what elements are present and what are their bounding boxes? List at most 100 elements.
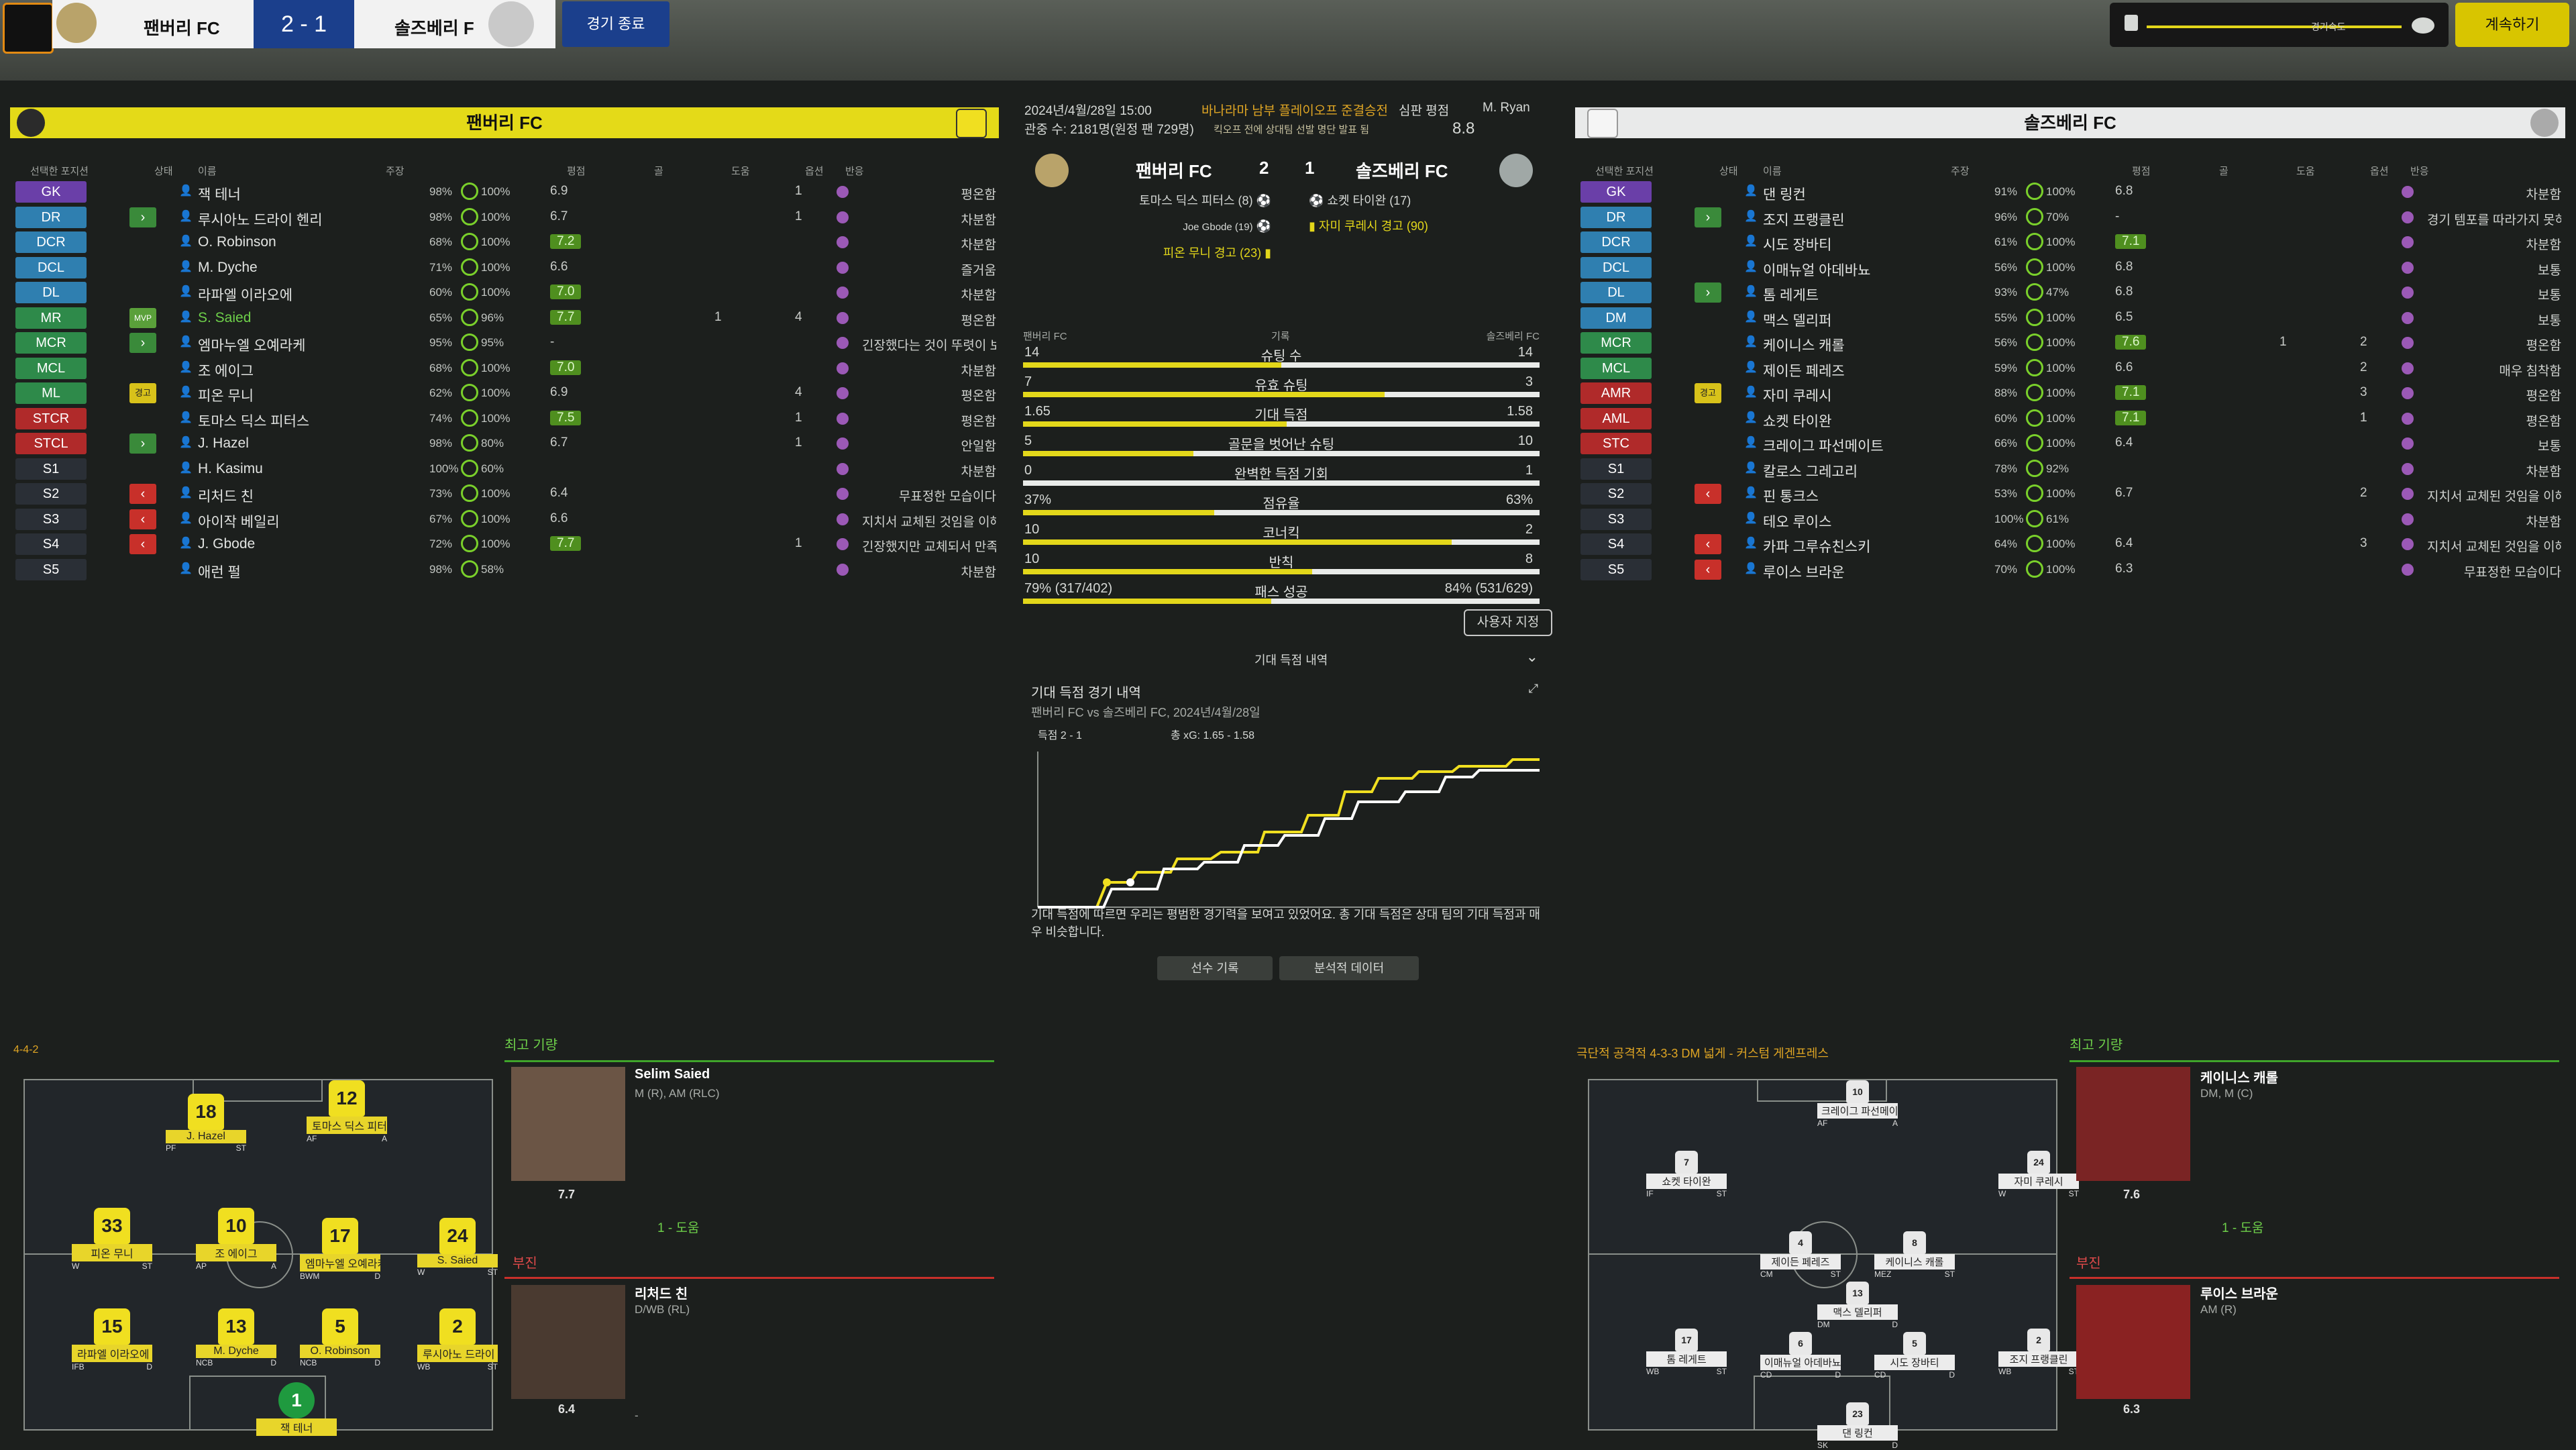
player-row[interactable]: ML 경고 👤 피온 무니 62% 100% 6.9 4 평온함 <box>10 381 999 406</box>
speed-track[interactable] <box>2147 25 2402 28</box>
player-morale[interactable]: 평온함 <box>2526 414 2561 429</box>
away-worst-label[interactable]: 부진 <box>2076 1256 2101 1271</box>
position-badge[interactable]: DR <box>1580 206 1652 228</box>
column-header[interactable]: 상태 <box>154 166 173 177</box>
position-badge[interactable]: S5 <box>1580 558 1652 580</box>
lineup-player[interactable]: 17 엠마누엘 오예라케 BWM D <box>300 1218 380 1281</box>
lineup-player[interactable]: 17 톰 레게트 WB ST <box>1646 1329 1727 1376</box>
best-player-name[interactable]: 케이니스 캐롤 <box>2200 1071 2278 1086</box>
player-morale[interactable]: 평온함 <box>2526 339 2561 353</box>
player-morale[interactable]: 매우 침착함 <box>2499 364 2561 378</box>
player-morale[interactable]: 차분함 <box>961 565 996 580</box>
away-team-tab[interactable]: 솔즈베리 F <box>354 0 555 48</box>
analysis-button[interactable]: 분석적 데이터 <box>1279 956 1419 980</box>
player-row[interactable]: GK 👤 댄 링컨 91% 100% 6.8 차분함 <box>1575 180 2564 205</box>
position-badge[interactable]: S5 <box>15 558 87 580</box>
position-badge[interactable]: AML <box>1580 407 1652 429</box>
home-team-tab[interactable]: 팬버리 FC <box>52 0 254 48</box>
position-badge[interactable]: S3 <box>15 508 87 530</box>
column-header[interactable]: 주장 <box>1951 166 1970 177</box>
player-name[interactable]: 조 에이그 <box>198 363 254 379</box>
player-name[interactable]: 맥스 델리퍼 <box>1763 313 1832 329</box>
player-name[interactable]: 댄 링컨 <box>1763 187 1806 203</box>
lineup-player[interactable]: 5 시도 장바티 CD D <box>1874 1332 1955 1380</box>
position-badge[interactable]: MCR <box>1580 332 1652 354</box>
position-badge[interactable]: MCL <box>15 357 87 379</box>
player-morale[interactable]: 즐거움 <box>961 263 996 278</box>
pause-icon[interactable] <box>2125 15 2138 31</box>
position-badge[interactable]: MCL <box>1580 357 1652 379</box>
column-header[interactable]: 평점 <box>567 166 586 177</box>
player-name[interactable]: 애런 펄 <box>198 564 241 580</box>
player-name[interactable]: 토마스 딕스 피터스 <box>198 413 310 429</box>
player-name[interactable]: J. Hazel <box>198 435 249 451</box>
home-formation[interactable]: 4-4-2 <box>13 1044 39 1055</box>
position-badge[interactable]: MCR <box>15 332 87 354</box>
position-badge[interactable]: GK <box>1580 181 1652 203</box>
player-morale[interactable]: 긴장했지만 교체되서 만족한다 <box>862 540 996 554</box>
player-name[interactable]: J. Gbode <box>198 536 256 552</box>
position-badge[interactable]: DCR <box>1580 231 1652 253</box>
lineup-player[interactable]: 13 맥스 델리퍼 DM D <box>1817 1282 1898 1329</box>
player-row[interactable]: DR › 👤 조지 프랭클린 96% 70% - 경기 템포를 따라가지 못하고 있다 <box>1575 205 2564 230</box>
lineup-player[interactable]: 6 이매뉴얼 아데바뇨 CD D <box>1760 1332 1841 1380</box>
lineup-player[interactable]: 5 O. Robinson NCB D <box>300 1308 380 1367</box>
player-morale[interactable]: 무표정한 모습이다 <box>2463 565 2561 580</box>
continue-button[interactable]: 계속하기 <box>2455 3 2569 47</box>
player-morale[interactable]: 경기 템포를 따라가지 못하고 있다 <box>2427 213 2561 227</box>
home-worst-label[interactable]: 부진 <box>513 1256 537 1271</box>
player-morale[interactable]: 보통 <box>2538 289 2561 303</box>
player-morale[interactable]: 평온함 <box>961 389 996 403</box>
worst-player-name[interactable]: 리처드 친 <box>635 1287 688 1302</box>
lineup-player[interactable]: 4 제이든 페레즈 CM ST <box>1760 1231 1841 1279</box>
player-row[interactable]: STCL › 👤 J. Hazel 98% 80% 6.7 1 안일함 <box>10 431 999 456</box>
player-name[interactable]: 루이스 브라운 <box>1763 564 1845 580</box>
player-row[interactable]: S4 ‹ 👤 카파 그루슈친스키 64% 100% 6.4 3 지치서 교체된 것임을 이해한다 <box>1575 532 2564 557</box>
customize-button[interactable]: 사용자 지정 <box>1464 609 1552 636</box>
player-name[interactable]: 자미 쿠레시 <box>1763 389 1832 404</box>
position-badge[interactable]: STC <box>1580 433 1652 454</box>
lineup-player[interactable]: 13 M. Dyche NCB D <box>196 1308 276 1367</box>
lineup-player[interactable]: 10 조 에이그 AP A <box>196 1208 276 1271</box>
position-badge[interactable]: S4 <box>1580 533 1652 555</box>
player-row[interactable]: S1 👤 칼로스 그레고리 78% 92% 차분함 <box>1575 457 2564 482</box>
away-team-label[interactable]: 솔즈베리 FC <box>1356 161 1448 181</box>
position-badge[interactable]: DCR <box>15 231 87 253</box>
full-time-button[interactable]: 경기 종료 <box>562 1 669 47</box>
player-morale[interactable]: 지치서 교체된 것임을 이해한다 <box>862 515 996 529</box>
player-name[interactable]: 케이니스 캐롤 <box>1763 338 1845 354</box>
player-name[interactable]: 카파 그루슈친스키 <box>1763 539 1871 555</box>
player-name[interactable]: 톰 레게트 <box>1763 288 1819 303</box>
column-header[interactable]: 옵션 <box>2370 166 2389 177</box>
position-badge[interactable]: DCL <box>1580 256 1652 278</box>
column-header[interactable]: 이름 <box>198 166 217 177</box>
player-row[interactable]: S3 👤 테오 루이스 100% 61% 차분함 <box>1575 507 2564 532</box>
player-morale[interactable]: 차분함 <box>2526 464 2561 479</box>
player-row[interactable]: DCL 👤 M. Dyche 71% 100% 6.6 즐거움 <box>10 256 999 280</box>
player-row[interactable]: DCR 👤 O. Robinson 68% 100% 7.2 차분함 <box>10 230 999 255</box>
column-header[interactable]: 선택한 포지션 <box>30 166 89 177</box>
position-badge[interactable]: GK <box>15 181 87 203</box>
column-header[interactable]: 옵션 <box>805 166 824 177</box>
player-row[interactable]: DCL 👤 이매뉴얼 아데바뇨 56% 100% 6.8 보통 <box>1575 256 2564 280</box>
lineup-player[interactable]: 18 J. Hazel PF ST <box>166 1094 246 1153</box>
position-badge[interactable]: MR <box>15 307 87 329</box>
player-morale[interactable]: 보통 <box>2538 263 2561 278</box>
lineup-player[interactable]: 2 조지 프랭클린 WB ST <box>1998 1329 2079 1376</box>
column-header[interactable]: 골 <box>2219 166 2229 177</box>
player-row[interactable]: S2 ‹ 👤 리처드 친 73% 100% 6.4 무표정한 모습이다 <box>10 482 999 507</box>
home-best-label[interactable]: 최고 기량 <box>504 1038 558 1053</box>
player-morale[interactable]: 긴장했다는 것이 뚜렷이 보인다 <box>862 339 996 353</box>
player-morale[interactable]: 차분함 <box>2526 515 2561 529</box>
column-header[interactable]: 평점 <box>2132 166 2151 177</box>
player-row[interactable]: STC 👤 크레이그 파선메이트 66% 100% 6.4 보통 <box>1575 431 2564 456</box>
club-logo[interactable] <box>3 3 54 54</box>
position-badge[interactable]: S2 <box>1580 483 1652 505</box>
player-morale[interactable]: 차분함 <box>961 464 996 479</box>
player-morale[interactable]: 차분함 <box>2526 188 2561 202</box>
player-name[interactable]: O. Robinson <box>198 234 276 250</box>
lineup-player[interactable]: 8 케이니스 캐롤 MEZ ST <box>1874 1231 1955 1279</box>
